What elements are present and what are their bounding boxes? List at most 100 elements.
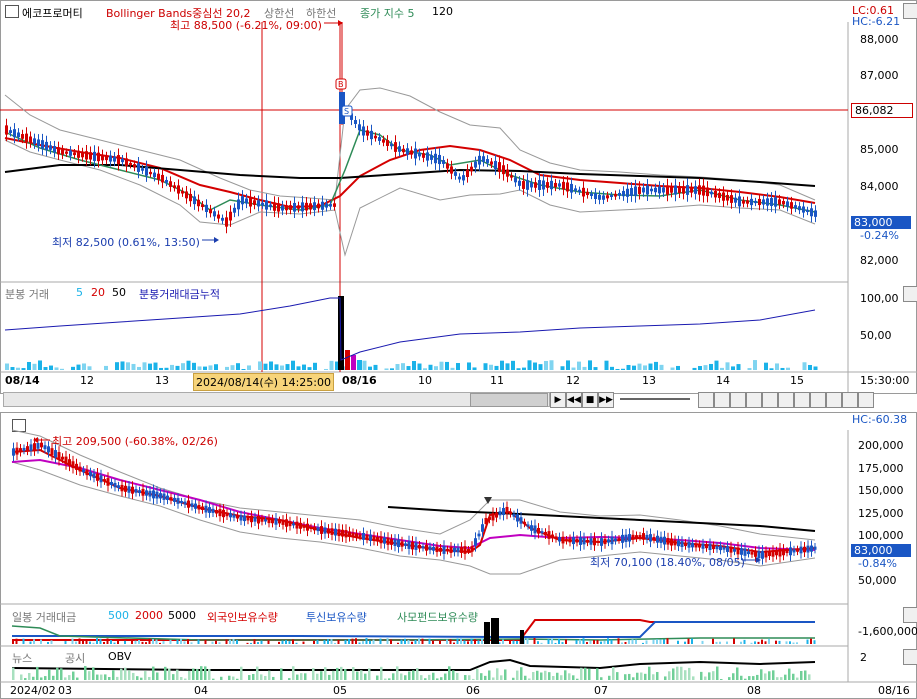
forward-button[interactable]: ▶▶ — [598, 392, 614, 408]
candle — [686, 185, 689, 195]
obv-bar — [520, 667, 523, 680]
obv-bar — [344, 669, 347, 680]
obv-bar — [572, 675, 575, 680]
candle — [425, 544, 428, 551]
trade-value-bar — [344, 639, 347, 644]
top-panel-button-1[interactable] — [903, 286, 917, 302]
tool-button-4[interactable] — [746, 392, 762, 408]
candle — [432, 546, 435, 551]
volume-bar — [615, 368, 620, 370]
candle — [273, 202, 276, 211]
candle — [750, 552, 754, 555]
obv-bar — [136, 676, 139, 680]
tool-button-3[interactable] — [730, 392, 746, 408]
candle — [166, 495, 169, 500]
rewind-button[interactable]: ◀◀ — [566, 392, 582, 408]
volume-ma50: 50 — [112, 286, 126, 299]
bottom-panel-button-1[interactable] — [903, 607, 917, 623]
obv-bar — [532, 672, 535, 680]
candle — [274, 518, 278, 525]
obv-bar — [612, 667, 615, 680]
trade-value-bar — [365, 638, 368, 644]
obv-bar — [164, 666, 167, 680]
obv-bar — [444, 673, 447, 680]
candle — [482, 156, 485, 162]
scrollbar-thumb[interactable] — [470, 393, 548, 407]
candle — [426, 152, 429, 161]
candle — [159, 493, 162, 499]
candle — [153, 172, 156, 178]
candle — [802, 206, 805, 213]
candle — [109, 155, 112, 162]
candle — [766, 198, 769, 206]
obv-bar — [320, 671, 323, 680]
trade-value-bar — [40, 639, 42, 644]
tool-button-1[interactable] — [698, 392, 714, 408]
tool-button-9[interactable] — [826, 392, 842, 408]
candle — [41, 140, 44, 149]
candle — [341, 529, 344, 537]
zoom-slider[interactable] — [620, 398, 690, 400]
obv-bar — [292, 666, 295, 680]
volume-bar — [736, 364, 741, 370]
candle — [538, 180, 541, 190]
bottom-panel-button-2[interactable] — [903, 649, 917, 665]
candle — [64, 456, 68, 465]
trade-value-bar — [372, 639, 375, 644]
candle — [488, 517, 491, 520]
candle — [743, 548, 747, 556]
trade-value-bar — [719, 641, 721, 644]
scroll-right-button[interactable]: ▶ — [550, 392, 566, 408]
tool-button-5[interactable] — [762, 392, 778, 408]
volume-bar — [505, 363, 510, 370]
trade-value-bar — [477, 640, 480, 644]
trade-value-bar — [540, 642, 543, 644]
scrollbar-track[interactable] — [3, 392, 550, 407]
candle — [554, 536, 558, 540]
top-panel-button-2[interactable] — [903, 3, 917, 19]
candle — [309, 526, 313, 530]
candle — [582, 537, 586, 545]
tool-button-6[interactable] — [778, 392, 794, 408]
candle — [575, 538, 579, 543]
candle — [414, 148, 417, 159]
candle — [542, 180, 545, 190]
volume-bar — [329, 360, 334, 370]
candle — [687, 541, 691, 548]
candle — [530, 525, 533, 531]
volume-bar — [516, 368, 521, 370]
candle — [265, 200, 268, 210]
tool-button-2[interactable] — [714, 392, 730, 408]
obv-bar — [780, 677, 783, 680]
candle — [37, 139, 40, 147]
volume-bar — [527, 360, 532, 370]
trade-value-bar — [761, 639, 763, 644]
y-tick-82000: 82,000 — [860, 254, 899, 267]
candle — [736, 547, 740, 555]
volume-bar — [714, 360, 719, 370]
volume-bar — [401, 363, 405, 370]
tool-button-7[interactable] — [794, 392, 810, 408]
stop-button[interactable]: ■ — [582, 392, 598, 408]
symbol-name[interactable]: 에코프로머티 — [22, 7, 83, 20]
bottom-max-label: 최고 209,500 (-60.38%, 02/26) — [52, 435, 218, 448]
tool-button-11[interactable] — [858, 392, 874, 408]
candle — [662, 187, 665, 193]
volume-bar — [445, 361, 449, 370]
candle — [138, 490, 141, 493]
candle — [598, 194, 601, 200]
obv-bar — [596, 668, 599, 680]
trade-value-bar — [789, 641, 791, 644]
volume-cumulative: 분봉거래대금누적 — [139, 288, 220, 301]
obv-label: OBV — [108, 650, 132, 663]
chart-menu-icon[interactable] — [5, 5, 19, 18]
tool-button-8[interactable] — [810, 392, 826, 408]
volume-bar — [390, 368, 394, 370]
candle — [89, 471, 92, 477]
trade-value-bar — [211, 641, 214, 644]
tool-button-10[interactable] — [842, 392, 858, 408]
trade-value-bar — [22, 638, 25, 644]
candle — [658, 186, 661, 194]
